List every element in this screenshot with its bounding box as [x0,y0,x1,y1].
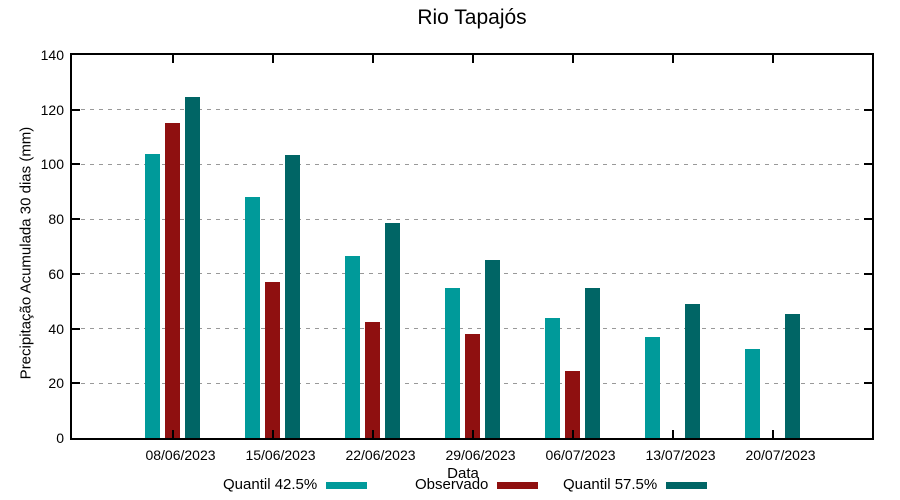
xtick-label: 29/06/2023 [445,447,516,463]
xtick-label: 06/07/2023 [545,447,616,463]
ytick-mark-right [864,218,872,221]
ytick-mark-right [864,108,872,111]
xtick-label: 22/06/2023 [345,447,416,463]
bar-observado [465,334,480,438]
bar-observado [165,123,180,438]
ytick-mark-left [72,272,80,275]
xtick-mark-top [171,55,174,63]
legend-label: Observado [415,475,489,493]
xtick-mark-bottom [171,430,174,438]
ytick-mark-right [864,382,872,385]
ytick-label: 80 [48,211,64,228]
bar-quantil-42-5- [245,197,260,438]
ytick-label: 100 [40,156,64,173]
legend-item: Observado [415,475,539,493]
xtick-mark-top [771,55,774,63]
bar-quantil-57-5- [285,154,300,438]
ytick-mark-right [864,163,872,166]
xtick-mark-top [271,55,274,63]
plot-area [70,53,874,440]
bar-quantil-42-5- [645,336,660,438]
ytick-label: 120 [40,101,64,118]
gridline-y-80 [72,218,872,220]
xtick-label: 20/07/2023 [745,447,816,463]
plot-inner [72,55,872,438]
xtick-label: 08/06/2023 [145,447,216,463]
gridline-y-120 [72,109,872,111]
gridline-y-60 [72,273,872,275]
bar-observado [565,370,580,438]
bar-quantil-42-5- [545,317,560,438]
legend-item: Quantil 57.5% [563,475,708,493]
bar-quantil-57-5- [185,97,200,438]
bar-quantil-42-5- [345,256,360,438]
xtick-mark-top [671,55,674,63]
bar-observado [265,282,280,438]
legend-label: Quantil 42.5% [223,475,318,493]
ytick-label: 40 [48,320,64,337]
ytick-label: 60 [48,265,64,282]
bar-quantil-57-5- [385,223,400,438]
legend-item: Quantil 42.5% [223,475,368,493]
bar-quantil-57-5- [685,303,700,438]
bar-quantil-57-5- [485,260,500,438]
chart-title: Rio Tapajós [417,6,527,29]
xtick-mark-bottom [271,430,274,438]
bar-observado [365,321,380,438]
bar-quantil-42-5- [745,349,760,438]
xtick-label: 13/07/2023 [645,447,716,463]
ytick-mark-left [72,382,80,385]
xtick-mark-bottom [671,430,674,438]
ytick-mark-right [864,272,872,275]
xtick-mark-bottom [571,430,574,438]
xtick-mark-top [371,55,374,63]
legend-label: Quantil 57.5% [563,475,658,493]
bar-quantil-57-5- [585,287,600,438]
xtick-mark-top [571,55,574,63]
ytick-mark-left [72,108,80,111]
bar-quantil-57-5- [785,313,800,438]
bar-quantil-42-5- [445,287,460,438]
ytick-mark-right [864,327,872,330]
xtick-label: 15/06/2023 [245,447,316,463]
ytick-mark-left [72,327,80,330]
xtick-mark-top [471,55,474,63]
xtick-mark-bottom [371,430,374,438]
ytick-label: 140 [40,47,64,63]
ytick-mark-left [72,163,80,166]
xtick-mark-bottom [471,430,474,438]
legend-swatch [326,481,368,489]
legend-swatch [497,481,539,489]
gridline-y-40 [72,328,872,330]
xtick-mark-bottom [771,430,774,438]
x-axis-label: Data [447,465,479,482]
legend-swatch [666,481,708,489]
ytick-label: 20 [48,375,64,392]
ytick-label: 0 [56,430,64,446]
bar-quantil-42-5- [145,153,160,438]
ytick-mark-left [72,218,80,221]
gridline-y-100 [72,163,872,165]
